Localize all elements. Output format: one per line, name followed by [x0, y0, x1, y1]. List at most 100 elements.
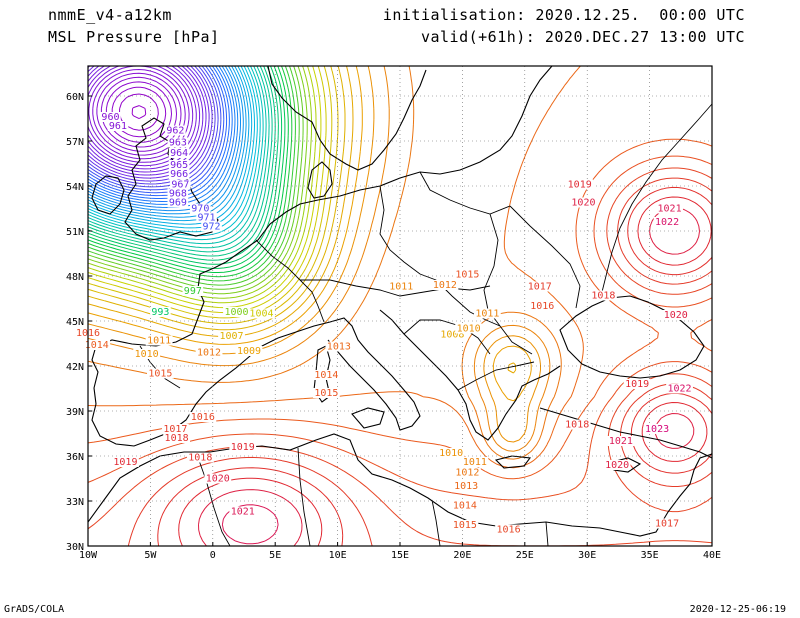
isobar-label: 963	[169, 138, 187, 149]
isobar-1020	[198, 207, 700, 546]
isobar-975	[88, 66, 230, 199]
isobar-label-bg	[461, 457, 489, 467]
isobar-label: 1021	[609, 436, 633, 447]
isobar-label-bg	[167, 137, 189, 148]
isobar-label: 1012	[455, 468, 479, 479]
isobar-label-bg	[643, 424, 671, 434]
lat-tick-label: 42N	[66, 362, 84, 373]
isobar-label: 1018	[188, 453, 212, 464]
isobar-1004	[88, 66, 327, 314]
isobar-label-bg	[653, 217, 681, 227]
isobar-label-bg	[455, 323, 483, 334]
isobar-980	[88, 66, 244, 215]
isobar-label: 962	[166, 126, 184, 137]
isobar-label: 1018	[565, 420, 589, 431]
lon-tick-label: 0	[210, 550, 216, 561]
lat-tick-label: 54N	[66, 182, 84, 193]
initialisation-time: initialisation: 2020.12.25. 00:00 UTC	[382, 6, 745, 24]
isobar-989	[88, 66, 270, 249]
isobar-label-bg	[167, 188, 189, 199]
lat-tick-label: 45N	[66, 317, 84, 328]
isobar-label-bg	[167, 197, 189, 208]
isobar-label: 965	[170, 160, 188, 171]
isobar-label: 993	[151, 307, 169, 318]
lon-tick-label: 25E	[516, 550, 534, 561]
lat-tick-label: 33N	[66, 497, 84, 508]
isobar-label: 960	[101, 112, 119, 123]
isobar-label-bg	[229, 442, 257, 452]
isobar-label: 1014	[453, 501, 477, 512]
isobar-label: 1012	[197, 348, 221, 359]
isobar-label-bg	[146, 368, 174, 379]
isobar-label-bg	[453, 467, 481, 478]
isobar-label: 1007	[219, 331, 243, 342]
isobar-label: 1018	[165, 433, 189, 444]
isobar-label: 1020	[664, 310, 688, 321]
isobar-label-bg	[325, 341, 353, 352]
isobar-label: 1011	[463, 457, 487, 468]
isobar-983	[88, 66, 253, 225]
isobar-label-bg	[186, 452, 214, 463]
isobar-label: 1010	[457, 324, 481, 335]
isobar-label: 1008	[440, 330, 464, 341]
valid-time: valid(+61h): 2020.DEC.27 13:00 UTC	[420, 28, 745, 46]
isobar-label: 1016	[497, 525, 521, 536]
isobar-label-bg	[223, 307, 250, 317]
isobar-label: 1000	[224, 307, 248, 318]
isobar-label: 1010	[439, 448, 463, 459]
lon-tick-label: 10W	[79, 550, 98, 561]
lon-tick-label: 30E	[578, 550, 596, 561]
run-timestamp: 2020-12-25-06:19	[689, 604, 786, 615]
isobar-label-bg	[495, 524, 522, 535]
isobar-label-bg	[248, 308, 275, 319]
isobar-999	[88, 66, 304, 290]
lon-tick-label: 35E	[641, 550, 659, 561]
lon-tick-label: 5E	[269, 550, 281, 561]
isobar-label-bg	[662, 310, 690, 320]
isobar-1011	[88, 66, 551, 452]
isobar-label-bg	[666, 383, 693, 394]
isobar-label: 972	[203, 222, 221, 233]
isobar-label-bg	[452, 481, 480, 491]
isobar-label-bg	[204, 473, 232, 484]
isobar-label: 1012	[433, 280, 457, 291]
isobar-label: 1019	[625, 379, 649, 390]
isobar-label-bg	[451, 500, 479, 511]
field-name: MSL Pressure [hPa]	[48, 28, 220, 46]
isobar-973	[88, 66, 225, 194]
isobar-label-bg	[189, 412, 217, 422]
isobar-label: 1020	[571, 198, 595, 209]
isobar-label-bg	[107, 121, 129, 131]
isobar-label-bg	[201, 221, 222, 232]
lat-tick-label: 60N	[66, 92, 84, 103]
isobar-label-bg	[218, 331, 245, 341]
lon-tick-label: 5W	[144, 550, 157, 561]
isobar-label: 1023	[645, 424, 669, 435]
isobar-label-bg	[100, 112, 121, 122]
isobar-label: 1013	[327, 342, 351, 353]
isobar-967	[88, 66, 207, 176]
isobar-label: 1009	[237, 346, 261, 357]
lon-tick-label: 20E	[453, 550, 471, 561]
isobar-label: 1020	[605, 460, 629, 471]
isobar-label-bg	[566, 179, 594, 190]
isobar-996	[88, 66, 293, 278]
isobar-label: 1020	[206, 474, 230, 485]
isobar-label-bg	[168, 148, 190, 158]
isobar-label: 1004	[249, 309, 273, 320]
isobar-label: 966	[170, 169, 188, 180]
isobar-979	[88, 66, 241, 212]
country-borders	[139, 103, 712, 546]
isobar-977	[88, 66, 236, 205]
lon-tick-label: 10E	[329, 550, 347, 561]
isobar-994	[88, 66, 286, 269]
isobar-1019	[178, 196, 712, 546]
isobar-label-bg	[196, 212, 217, 223]
isobar-label-bg	[195, 347, 223, 358]
isobar-label: 1013	[454, 481, 478, 492]
isobar-label-bg	[453, 269, 481, 280]
isobar-label-bg	[145, 335, 173, 346]
isobar-label-bg	[451, 520, 479, 530]
isobar-label: 1018	[591, 291, 615, 302]
isobar-label: 1022	[668, 384, 692, 395]
